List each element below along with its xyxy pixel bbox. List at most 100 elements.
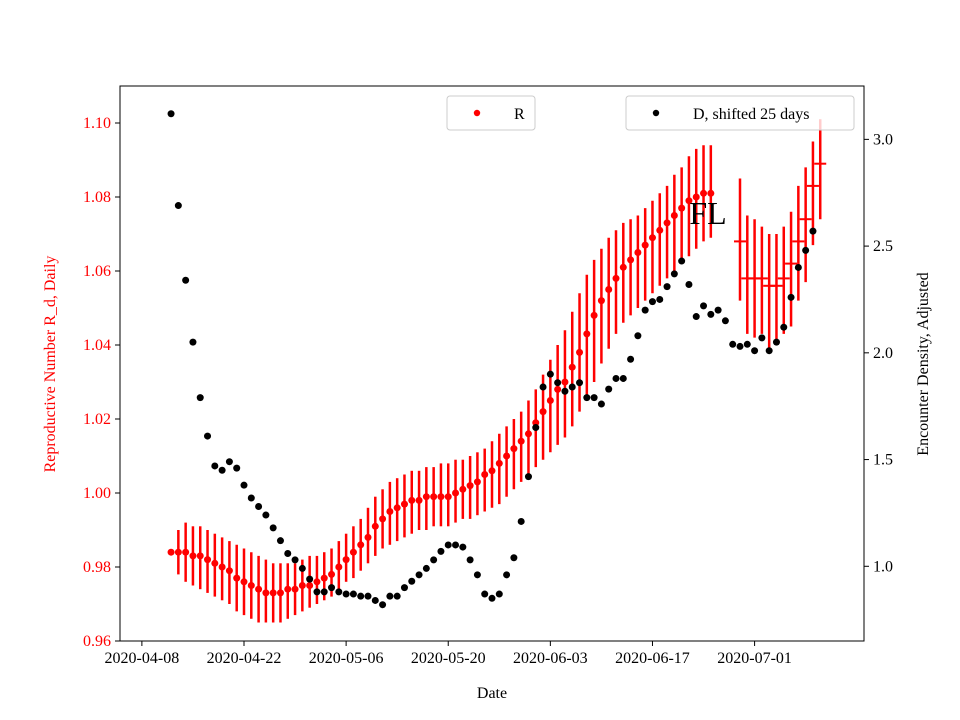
d-point: [787, 293, 795, 301]
d-point: [561, 387, 569, 395]
d-point: [349, 590, 357, 598]
r-point: [174, 548, 182, 556]
d-point: [692, 313, 700, 321]
d-point: [240, 481, 248, 489]
r-point: [313, 578, 321, 586]
r-point: [379, 515, 387, 523]
d-point: [524, 473, 532, 481]
legend-d-marker: [652, 109, 660, 117]
r-point: [247, 582, 255, 589]
x-tick-label: 2020-07-01: [717, 650, 792, 667]
y-axis-left: 0.96 0.98 1.00 1.02 1.04 1.06 1.08 1.10: [83, 115, 120, 650]
d-point: [233, 464, 241, 472]
d-point: [794, 263, 802, 271]
d-point: [284, 549, 292, 557]
d-point: [663, 283, 671, 291]
d-point: [437, 547, 445, 555]
d-point: [590, 394, 598, 402]
r-point: [298, 582, 306, 589]
d-point: [707, 310, 715, 318]
x-tick-label: 2020-04-22: [207, 650, 282, 667]
d-point: [291, 556, 299, 564]
r-point: [342, 556, 350, 564]
r-point: [364, 533, 372, 541]
d-point: [218, 466, 226, 474]
r-point: [218, 563, 226, 571]
y-right-tick-label: 1.5: [873, 452, 893, 469]
r-point: [648, 234, 656, 242]
y-right-tick-label: 1.0: [873, 558, 893, 575]
y-left-tick-label: 1.02: [83, 411, 111, 428]
d-point: [736, 342, 744, 350]
d-point: [554, 379, 562, 387]
x-tick-label: 2020-04-08: [105, 650, 180, 667]
d-point: [765, 347, 773, 355]
y-right-tick-label: 3.0: [873, 131, 893, 148]
d-point: [495, 590, 503, 598]
r-point: [568, 363, 576, 371]
r-point: [167, 548, 175, 556]
x-tick-label: 2020-05-06: [309, 650, 384, 667]
d-point: [408, 577, 416, 585]
d-point: [298, 564, 306, 572]
r-point: [692, 193, 700, 201]
r-point: [452, 489, 460, 497]
d-point: [648, 298, 656, 306]
legend-d: D, shifted 25 days: [625, 95, 855, 131]
y-right-tick-label: 2.5: [873, 238, 893, 255]
r-point: [444, 493, 452, 501]
r-point: [670, 212, 678, 219]
y-left-tick-label: 1.06: [83, 263, 111, 280]
r-point: [276, 589, 284, 597]
d-point: [517, 517, 525, 525]
r-point: [408, 496, 416, 504]
r-point: [517, 437, 525, 445]
d-point: [196, 394, 204, 402]
r-point: [393, 504, 401, 512]
r-point: [583, 330, 591, 338]
y-axis-right-label: Encounter Density, Adjusted: [915, 272, 932, 455]
plot-area: [167, 110, 827, 623]
plot-frame: [119, 85, 865, 642]
r-point: [196, 552, 204, 560]
r-point: [707, 189, 715, 197]
r-point: [466, 482, 474, 490]
d-point: [276, 537, 284, 545]
r-point: [627, 256, 635, 264]
d-point: [430, 556, 438, 564]
r-point: [576, 348, 584, 356]
r-point: [182, 548, 190, 556]
r-point: [328, 570, 336, 578]
r-point: [225, 567, 233, 575]
r-point: [415, 496, 423, 504]
r-point: [612, 274, 620, 282]
y-left-tick-label: 1.08: [83, 189, 111, 206]
d-point: [174, 202, 182, 210]
x-tick-label: 2020-06-03: [513, 650, 588, 667]
r-point: [495, 459, 503, 467]
r-point: [437, 493, 445, 501]
d-point: [597, 400, 605, 408]
d-point: [415, 571, 423, 579]
legend-r-marker: [473, 109, 481, 117]
y-left-tick-label: 1.04: [83, 337, 111, 354]
r-point: [284, 585, 292, 593]
r-point: [532, 419, 540, 427]
r-point: [349, 548, 357, 556]
x-axis-label: Date: [477, 685, 507, 702]
d-point: [473, 571, 481, 579]
r-point: [240, 578, 248, 586]
d-point: [204, 432, 212, 440]
r-point: [400, 500, 408, 508]
r-point: [678, 204, 686, 212]
d-point: [743, 340, 751, 348]
d-point: [641, 306, 649, 314]
d-point: [802, 246, 810, 254]
d-point: [211, 462, 219, 470]
d-point: [379, 601, 387, 609]
r-point: [269, 589, 277, 597]
d-point: [320, 588, 328, 596]
y-axis-left-label: Reproductive Number R_d, Daily: [42, 256, 59, 473]
legend-r: R: [446, 95, 536, 131]
